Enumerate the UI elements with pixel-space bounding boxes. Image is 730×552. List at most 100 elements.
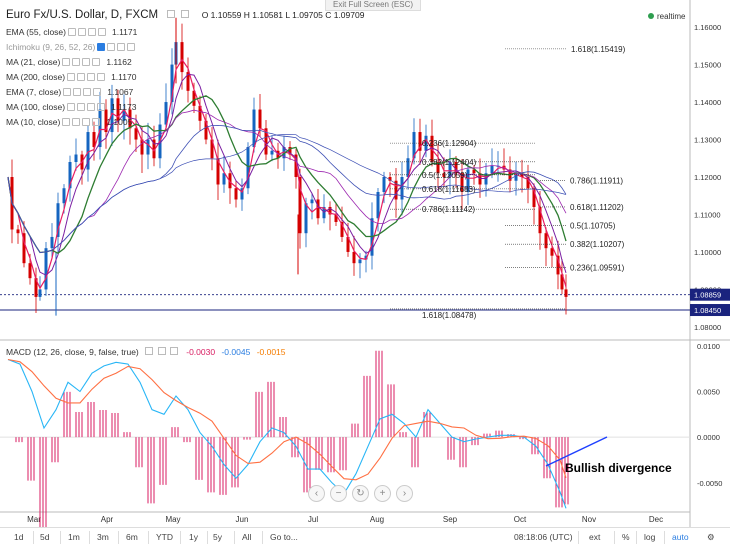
eye-icon[interactable] [68, 28, 76, 36]
eye-icon[interactable] [67, 103, 76, 111]
fib-level-label: 0.786(1.11911) [570, 176, 623, 185]
indicator-legend[interactable]: Ichimoku (9, 26, 52, 26) [6, 41, 141, 53]
close-icon[interactable] [169, 347, 178, 355]
candle-body [264, 128, 268, 155]
scale-log-button[interactable]: log [644, 532, 656, 542]
close-icon[interactable] [98, 28, 106, 36]
fib-level-label: 0.618(1.11202) [570, 203, 624, 212]
eye-icon[interactable] [97, 43, 106, 51]
settings-icon[interactable] [73, 88, 82, 96]
candle-body [556, 255, 560, 275]
indicator-value: 1.1162 [106, 57, 132, 67]
timeframe-ytd[interactable]: YTD [156, 532, 173, 542]
candle-body [520, 173, 524, 177]
price-tick-label: 1.13000 [694, 136, 721, 145]
close-icon[interactable] [97, 73, 106, 81]
price-tick-label: 1.14000 [694, 98, 721, 107]
current-price-label-bg [690, 288, 730, 301]
divider [664, 531, 665, 544]
indicator-legend[interactable]: EMA (55, close) 1.1171 [6, 26, 137, 38]
close-icon[interactable] [92, 118, 101, 126]
gear-icon[interactable]: ⚙ [707, 532, 715, 542]
eye-icon[interactable] [63, 88, 72, 96]
zoom-in-button[interactable]: + [374, 485, 391, 502]
indicator-legend[interactable]: MA (21, close) 1.1162 [6, 56, 132, 68]
settings-icon[interactable] [72, 118, 81, 126]
scroll-left-button[interactable]: ‹ [308, 485, 325, 502]
compare-icon[interactable] [180, 10, 189, 18]
candle-body [44, 248, 48, 290]
indicator-legend[interactable]: EMA (7, close) 1.1067 [6, 86, 133, 98]
indicator-value: 1.1067 [107, 87, 134, 97]
scale-auto-button[interactable]: auto [672, 532, 689, 542]
timeframe-1d[interactable]: 1d [14, 532, 24, 542]
divider [614, 531, 615, 544]
hide-icon[interactable] [82, 118, 91, 126]
timeframe-1m[interactable]: 1m [68, 532, 80, 542]
marker-price-label: 1.08450 [694, 306, 721, 315]
signal-line [7, 358, 567, 481]
symbol-title: Euro Fx/U.S. Dollar, D, FXCM O 1.10559 H… [6, 9, 364, 21]
settings-icon[interactable] [77, 103, 86, 111]
ema55-line [7, 109, 567, 253]
candle-body [28, 263, 32, 279]
settings-icon[interactable] [72, 58, 81, 66]
close-icon[interactable] [92, 58, 101, 66]
candle-body [270, 150, 274, 155]
eye-icon[interactable] [145, 347, 154, 355]
settings-icon[interactable] [167, 10, 176, 18]
indicator-legend[interactable]: MA (200, close) 1.1170 [6, 71, 136, 83]
timeframe-1y[interactable]: 1y [189, 532, 198, 542]
hide-icon[interactable] [88, 28, 96, 36]
timeframe-6m[interactable]: 6m [126, 532, 138, 542]
candle-body [210, 139, 214, 159]
settings-icon[interactable] [157, 347, 166, 355]
candle-body [38, 289, 42, 297]
marker-price-label-bg [690, 304, 730, 317]
close-icon[interactable] [93, 88, 102, 96]
settings-icon[interactable] [78, 28, 86, 36]
indicator-label: MA (10, close) [6, 117, 61, 127]
hide-icon[interactable] [87, 103, 96, 111]
eye-icon[interactable] [62, 58, 71, 66]
exit-full-screen-button[interactable]: Exit Full Screen (ESC) [325, 0, 421, 11]
candle-body [288, 147, 292, 155]
candle-body [460, 173, 464, 192]
macd-histogram [15, 350, 569, 531]
candle-body [538, 206, 542, 234]
scale-percent-button[interactable]: % [622, 532, 630, 542]
indicator-legend[interactable]: MA (10, close) 1.1005 [6, 116, 132, 128]
goto-button[interactable]: Go to... [270, 532, 298, 542]
eye-icon[interactable] [67, 73, 76, 81]
close-icon[interactable] [127, 43, 136, 51]
candle-body [334, 214, 338, 222]
candle-body [532, 188, 536, 207]
timeframe-all[interactable]: All [242, 532, 252, 542]
fib-level-label: 0.618(1.11683) [422, 185, 476, 194]
timeframe-5d[interactable]: 5d [40, 532, 50, 542]
zoom-out-button[interactable]: − [330, 485, 347, 502]
hide-icon[interactable] [87, 73, 96, 81]
settings-icon[interactable] [77, 73, 86, 81]
fib-level-label: 0.236(1.12904) [422, 139, 477, 148]
timeframe-5y[interactable]: 5y [213, 532, 222, 542]
scale-ext-button[interactable]: ext [589, 532, 601, 542]
settings-icon[interactable] [107, 43, 116, 51]
candle-body [222, 173, 226, 185]
hide-icon[interactable] [117, 43, 126, 51]
candle-body [228, 173, 232, 189]
ohlc-values: O 1.10559 H 1.10581 L 1.09705 C 1.09709 [201, 10, 365, 20]
bullish-divergence-label: Bullish divergence [565, 461, 672, 475]
eye-icon[interactable] [62, 118, 71, 126]
indicator-legend[interactable]: MA (100, close) 1.1173 [6, 101, 136, 113]
hide-icon[interactable] [83, 88, 92, 96]
close-icon[interactable] [97, 103, 106, 111]
timeframe-3m[interactable]: 3m [97, 532, 109, 542]
clock[interactable]: 08:18:06 (UTC) [514, 532, 573, 542]
hide-icon[interactable] [82, 58, 91, 66]
scroll-right-button[interactable]: › [396, 485, 413, 502]
reset-button[interactable]: ↻ [352, 485, 369, 502]
candle-body [376, 191, 380, 219]
